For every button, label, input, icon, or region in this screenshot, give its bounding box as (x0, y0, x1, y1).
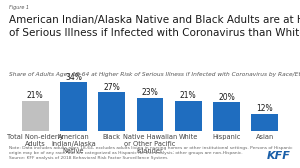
Text: KFF: KFF (267, 151, 291, 161)
Bar (22, 101, 49, 131)
Text: Share of Adults Ages 18-64 at Higher Risk of Serious Illness if Infected with Co: Share of Adults Ages 18-64 at Higher Ris… (9, 72, 300, 77)
Bar (60, 82, 87, 131)
Bar (213, 102, 240, 131)
Text: Figure 1: Figure 1 (9, 5, 29, 10)
Text: American Indian/Alaska Native and Black Adults are at Higher Risk
of Serious Ill: American Indian/Alaska Native and Black … (9, 15, 300, 37)
Bar (251, 114, 278, 131)
Text: 12%: 12% (256, 104, 273, 113)
Text: 27%: 27% (103, 83, 120, 92)
Bar (175, 101, 202, 131)
Text: 34%: 34% (65, 73, 82, 82)
Text: 20%: 20% (218, 93, 235, 102)
Text: 23%: 23% (142, 89, 158, 97)
Text: 21%: 21% (27, 91, 44, 100)
Text: Note: Data includes adults ages 18-64, excludes adults living in nursing homes o: Note: Data includes adults ages 18-64, e… (9, 146, 292, 160)
Text: 21%: 21% (180, 91, 196, 100)
Bar (136, 98, 164, 131)
Bar (98, 92, 125, 131)
